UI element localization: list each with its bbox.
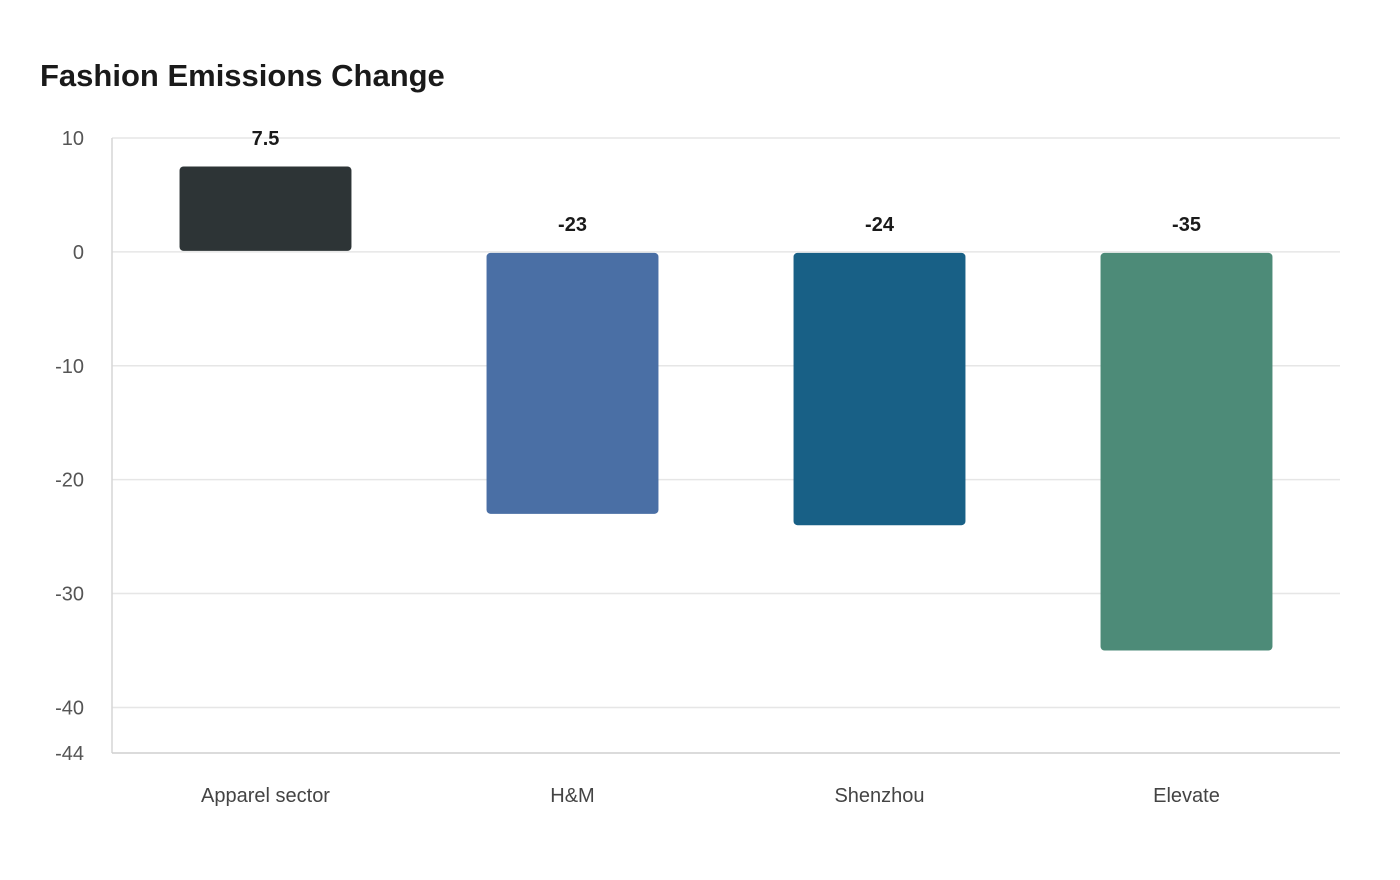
gridlines <box>112 137 1340 709</box>
data-label: -24 <box>865 214 895 236</box>
data-label: 7.5 <box>252 128 280 150</box>
y-tick-label: -20 <box>55 470 84 492</box>
bar-2 <box>793 252 966 526</box>
axes <box>111 138 1340 754</box>
bars <box>179 166 1273 651</box>
x-tick-labels: Apparel sector H&M Shenzhou Elevate <box>201 785 1220 807</box>
y-tick-label: -40 <box>55 697 84 719</box>
x-tick-label: Apparel sector <box>201 785 330 807</box>
bar-0 <box>179 166 352 251</box>
y-tick-label: 0 <box>73 242 84 264</box>
data-label: -35 <box>1172 214 1201 236</box>
x-tick-label: Elevate <box>1153 785 1220 807</box>
x-tick-label: H&M <box>550 785 594 807</box>
y-tick-label: 10 <box>62 128 84 150</box>
y-tick-label: -10 <box>55 356 84 378</box>
data-label: -23 <box>558 214 587 236</box>
y-tick-labels: 10 0 -10 -20 -30 -40 -44 <box>55 128 84 765</box>
bar-3 <box>1100 252 1273 651</box>
y-tick-label: -30 <box>55 584 84 606</box>
data-labels: 7.5 -23 -24 -35 <box>252 128 1201 236</box>
y-tick-label: -44 <box>55 743 84 765</box>
x-tick-label: Shenzhou <box>834 785 924 807</box>
bar-1 <box>486 252 659 514</box>
chart-title: Fashion Emissions Change <box>40 58 445 93</box>
